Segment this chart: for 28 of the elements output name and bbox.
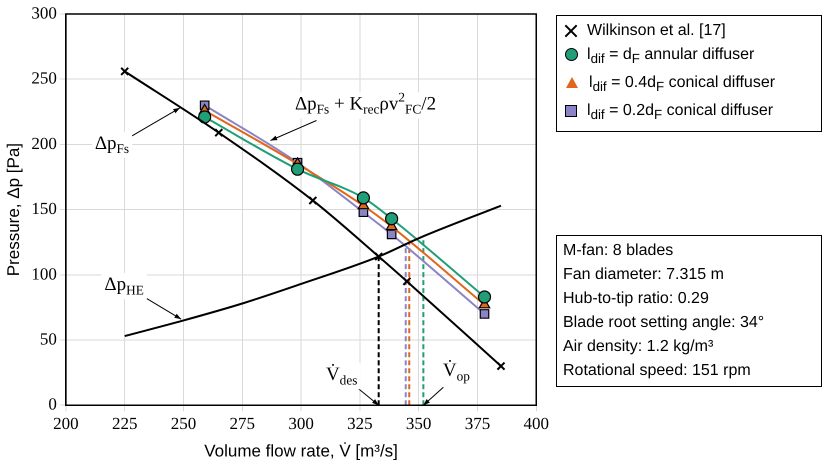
y-axis-title: Pressure, Δp [Pa] bbox=[4, 142, 23, 276]
x-tick-label: 300 bbox=[288, 414, 314, 433]
legend-label: l$_{dif}$ = 0.4d$_{F}$ conical diffuser bbox=[589, 74, 776, 94]
x-tick-label: 400 bbox=[524, 414, 549, 433]
x-tick-label: 225 bbox=[112, 414, 138, 433]
x-tick-label: 350 bbox=[406, 414, 432, 433]
legend-label: l$_{dif}$ = 0.2d$_{F}$ conical diffuser bbox=[587, 102, 774, 123]
y-tick-label: 50 bbox=[40, 329, 57, 348]
legend-label: Wilkinson et al. [17] bbox=[587, 22, 726, 39]
text: M-fan: 8 blades bbox=[563, 241, 674, 261]
y-tick-label: 200 bbox=[31, 134, 57, 153]
y-tick-label: 250 bbox=[31, 68, 57, 88]
x-tick-label: 275 bbox=[230, 414, 256, 433]
legend-label: l$_{dif}$ = d$_{F}$ annular diffuser bbox=[587, 46, 754, 66]
text: Blade root setting angle: 34° bbox=[563, 313, 766, 333]
y-tick-label: 150 bbox=[31, 199, 57, 218]
x-tick-label: 200 bbox=[53, 414, 79, 433]
x-tick-label: 375 bbox=[464, 414, 490, 433]
y-tick-label: 300 bbox=[31, 3, 57, 22]
x-tick-label: 325 bbox=[347, 414, 373, 433]
text: Air density: 1.2 kg/m³ bbox=[563, 337, 714, 357]
text: Fan diameter: 7.315 m bbox=[563, 265, 725, 285]
x-axis-title: Volume flow rate, V̇ [m³/s] bbox=[204, 441, 398, 460]
text: Rotational speed: 151 rpm bbox=[563, 361, 752, 381]
text: Hub-to-tip ratio: 0.29 bbox=[563, 289, 710, 309]
y-tick-label: 0 bbox=[48, 394, 57, 414]
x-tick-label: 250 bbox=[170, 414, 196, 433]
y-tick-label: 100 bbox=[31, 264, 57, 284]
